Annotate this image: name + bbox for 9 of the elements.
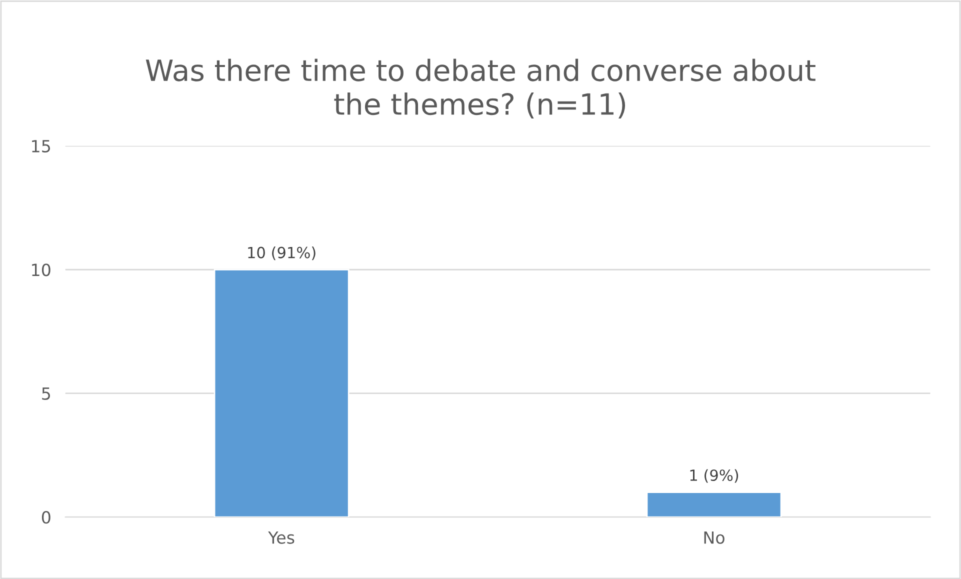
y-tick-label: 15: [32, 140, 50, 152]
x-tick-label: No: [704, 531, 724, 544]
y-tick-label: 10: [32, 264, 50, 276]
chart-title: Was there time to debate and converse about the themes? (n=11): [146, 58, 816, 119]
data-label: 1 (9%): [690, 469, 738, 483]
y-tick-label: 5: [42, 388, 50, 400]
x-tick-label: Yes: [268, 531, 294, 544]
data-label: 10 (91%): [248, 246, 316, 260]
y-tick-label: 0: [42, 511, 50, 524]
